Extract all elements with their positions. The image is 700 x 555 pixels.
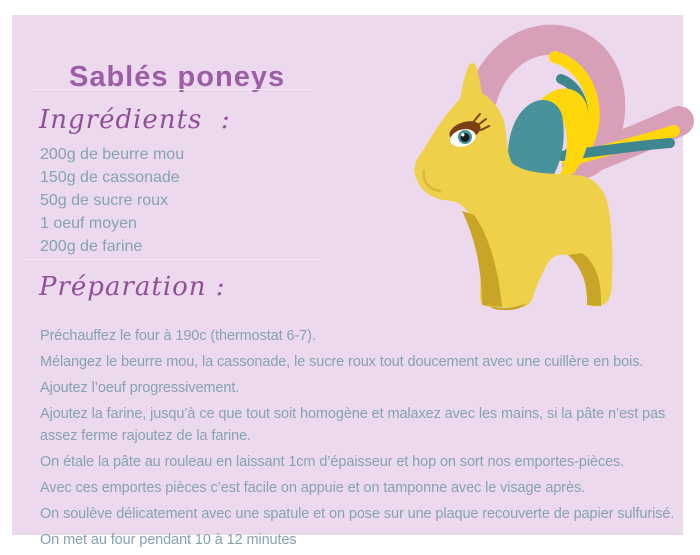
recipe-card: Sablés poneys Ingrédients : 200g de beur…: [12, 15, 694, 548]
ingredient-item: 50g de sucre roux: [40, 192, 169, 209]
preparation-steps: Préchauffez le four à 190c (thermostat 6…: [40, 325, 692, 555]
back-leg-shading: [568, 253, 602, 306]
preparation-step: Préchauffez le four à 190c (thermostat 6…: [40, 328, 316, 344]
mane-yellow-panel: [540, 88, 590, 183]
preparation-step: Ajoutez l’oeuf progressivement.: [40, 380, 240, 396]
divider: [25, 259, 322, 260]
preparation-heading: Préparation :: [39, 272, 226, 302]
front-leg-shading: [462, 211, 502, 307]
preparation-step: Ajoutez la farine, jusqu’à ce que tout s…: [40, 406, 666, 444]
front-hoof-shading: [490, 303, 526, 311]
ingredient-item: 200g de farine: [40, 238, 143, 255]
recipe-title: Sablés poneys: [69, 61, 286, 94]
ingredient-item: 1 oeuf moyen: [40, 215, 137, 232]
ingredient-item: 150g de cassonade: [40, 169, 180, 186]
ingredient-item: 200g de beurre mou: [40, 146, 185, 163]
pony-eye: [449, 113, 490, 147]
muzzle-line: [422, 169, 442, 193]
ingredients-heading: Ingrédients :: [39, 105, 231, 135]
eyelash-strokes: [473, 113, 490, 131]
preparation-step: On met au four pendant 10 à 12 minutes: [40, 532, 297, 548]
preparation-step: On soulève délicatement avec une spatule…: [40, 506, 675, 522]
divider: [30, 89, 314, 90]
preparation-step: Mélangez le beurre mou, la cassonade, le…: [40, 354, 644, 370]
ingredients-list: 200g de beurre mou 150g de cassonade 50g d…: [40, 143, 184, 258]
pony-illustration: [414, 24, 694, 311]
preparation-step: Avec ces emportes pièces c’est facile on…: [40, 480, 586, 496]
preparation-step: On étale la pâte au rouleau en laissant …: [40, 454, 625, 470]
